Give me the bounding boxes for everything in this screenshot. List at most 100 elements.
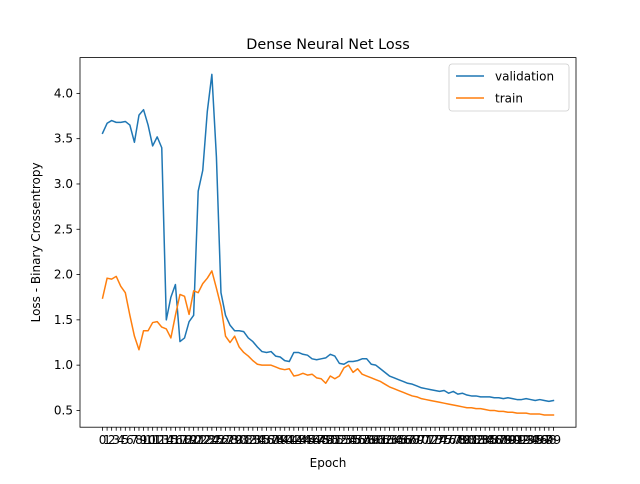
x-tick-label-43: 43 [291, 433, 306, 447]
x-tick-label-57: 57 [355, 433, 370, 447]
x-tick-label-86: 86 [487, 433, 502, 447]
x-tick-label-25: 25 [209, 433, 224, 447]
x-tick-label-69: 69 [409, 433, 424, 447]
y-tick-label-3: 2.0 [54, 268, 73, 282]
x-tick-label-38: 38 [268, 433, 283, 447]
x-tick-label-77: 77 [446, 433, 461, 447]
x-tick-label-26: 26 [213, 433, 228, 447]
x-tick-label-53: 53 [336, 433, 351, 447]
x-tick-label-75: 75 [437, 433, 452, 447]
x-tick-label-72: 72 [423, 433, 438, 447]
y-axis-label: Loss - Binary Crossentropy [29, 162, 43, 322]
x-tick-label-27: 27 [218, 433, 233, 447]
series-line-validation [101, 73, 555, 403]
x-tick-label-98: 98 [541, 433, 556, 447]
x-tick-label-90: 90 [505, 433, 520, 447]
x-tick-label-95: 95 [528, 433, 543, 447]
y-tick-label-7: 4.0 [54, 86, 73, 100]
x-axis-label: Epoch [310, 456, 347, 470]
x-tick-label-96: 96 [532, 433, 547, 447]
y-tick-label-0: 0.5 [54, 403, 73, 417]
x-tick-label-16: 16 [168, 433, 183, 447]
chart-title: Dense Neural Net Loss [246, 37, 409, 53]
x-axis: 0123456789101112131415161718192021222324… [99, 427, 561, 447]
x-tick-label-52: 52 [332, 433, 347, 447]
x-tick-label-42: 42 [286, 433, 301, 447]
x-tick-label-66: 66 [396, 433, 411, 447]
x-tick-label-36: 36 [259, 433, 274, 447]
x-tick-label-79: 79 [455, 433, 470, 447]
x-tick-label-58: 58 [359, 433, 374, 447]
legend-validation-label: validation [495, 70, 554, 84]
x-tick-label-56: 56 [350, 433, 365, 447]
plot-area [101, 73, 555, 416]
x-tick-label-29: 29 [227, 433, 242, 447]
x-tick-label-35: 35 [254, 433, 269, 447]
x-tick-label-10: 10 [140, 433, 155, 447]
x-tick-label-30: 30 [232, 433, 247, 447]
x-tick-label-65: 65 [391, 433, 406, 447]
x-tick-label-15: 15 [163, 433, 178, 447]
x-tick-label-37: 37 [263, 433, 278, 447]
x-tick-label-93: 93 [518, 433, 533, 447]
axes-frame [79, 57, 577, 428]
x-tick-label-20: 20 [186, 433, 201, 447]
x-tick-label-54: 54 [341, 433, 356, 447]
x-tick-label-28: 28 [222, 433, 237, 447]
x-tick-label-91: 91 [509, 433, 524, 447]
x-tick-label-1: 1 [103, 433, 111, 447]
x-tick-label-92: 92 [514, 433, 529, 447]
y-tick-label-2: 1.5 [54, 313, 73, 327]
x-tick-label-78: 78 [450, 433, 465, 447]
x-tick-label-41: 41 [282, 433, 297, 447]
x-tick-label-49: 49 [318, 433, 333, 447]
x-tick-label-67: 67 [400, 433, 415, 447]
x-tick-label-5: 5 [121, 433, 129, 447]
x-tick-label-13: 13 [154, 433, 169, 447]
x-tick-label-85: 85 [482, 433, 497, 447]
y-tick-label-6: 3.5 [54, 132, 73, 146]
x-tick-label-76: 76 [441, 433, 456, 447]
x-tick-label-11: 11 [145, 433, 160, 447]
x-tick-label-23: 23 [200, 433, 215, 447]
x-tick-label-18: 18 [177, 433, 192, 447]
x-tick-label-94: 94 [523, 433, 538, 447]
x-tick-label-63: 63 [382, 433, 397, 447]
legend: validation train [448, 63, 570, 112]
x-tick-label-22: 22 [195, 433, 210, 447]
x-tick-label-50: 50 [323, 433, 338, 447]
x-tick-label-3: 3 [112, 433, 120, 447]
x-tick-label-19: 19 [181, 433, 196, 447]
x-tick-label-55: 55 [345, 433, 360, 447]
x-tick-label-99: 99 [546, 433, 561, 447]
x-tick-label-39: 39 [273, 433, 288, 447]
x-tick-label-61: 61 [373, 433, 388, 447]
x-tick-label-6: 6 [126, 433, 134, 447]
x-tick-label-71: 71 [418, 433, 433, 447]
x-tick-label-51: 51 [327, 433, 342, 447]
x-tick-label-47: 47 [309, 433, 324, 447]
x-tick-label-82: 82 [468, 433, 483, 447]
x-tick-label-74: 74 [432, 433, 447, 447]
y-tick-label-4: 2.5 [54, 222, 73, 236]
x-tick-label-60: 60 [368, 433, 383, 447]
x-tick-label-40: 40 [277, 433, 292, 447]
y-tick-label-1: 1.0 [54, 358, 73, 372]
y-tick-label-5: 3.0 [54, 177, 73, 191]
x-tick-label-68: 68 [405, 433, 420, 447]
x-tick-label-87: 87 [491, 433, 506, 447]
x-tick-label-64: 64 [386, 433, 401, 447]
x-tick-label-9: 9 [140, 433, 148, 447]
x-tick-label-32: 32 [241, 433, 256, 447]
x-tick-label-0: 0 [99, 433, 107, 447]
x-tick-label-17: 17 [172, 433, 187, 447]
x-tick-label-48: 48 [314, 433, 329, 447]
x-tick-label-83: 83 [473, 433, 488, 447]
x-tick-label-80: 80 [459, 433, 474, 447]
x-tick-label-88: 88 [496, 433, 511, 447]
y-axis: 0.5 1.0 1.5 2.0 2.5 3.0 3.5 4.0 [54, 86, 80, 417]
x-tick-label-8: 8 [135, 433, 143, 447]
x-tick-label-7: 7 [131, 433, 139, 447]
